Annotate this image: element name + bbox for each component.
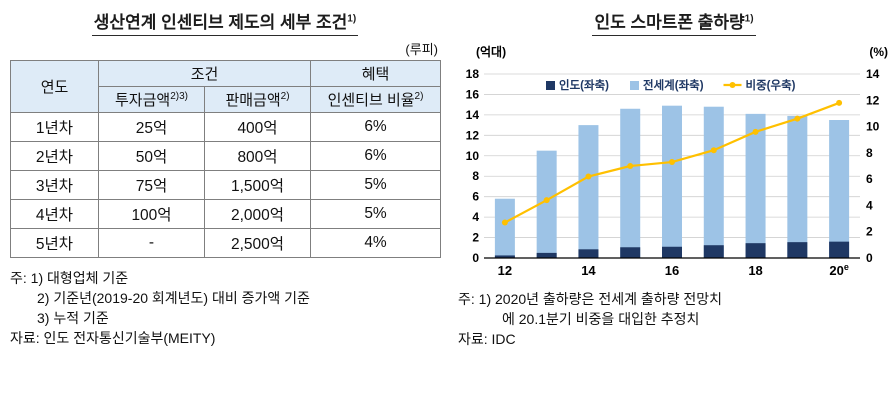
svg-text:10: 10 [866,120,880,134]
svg-text:인도(좌축): 인도(좌축) [559,78,609,92]
cell-investment: 75억 [98,170,205,200]
footnote-line: 2) 기준년(2019-20 회계년도) 대비 증가액 기준 [37,289,310,306]
cell-year: 1년차 [10,112,99,142]
table-header: 연도 조건 혜택 투자금액2)3) 판매금액2) 인센티브 비율2) [10,60,442,113]
incentive-table-panel: 생산연계 인센티브 제도의 세부 조건1) (루피) 연도 조건 혜택 투자금액… [10,8,442,349]
svg-text:4: 4 [866,198,873,212]
table-title-footnote-marker: 1) [347,13,357,25]
cell-rate: 4% [310,228,442,258]
footnote-line: 주: 1) 2020년 출하량은 전세계 출하량 전망치 [458,291,723,307]
svg-text:(%): (%) [869,45,888,59]
svg-text:12: 12 [466,128,480,142]
cell-sales: 2,500억 [203,228,312,258]
svg-text:20e: 20e [829,262,848,278]
table-header-row-2: 투자금액2)3) 판매금액2) 인센티브 비율2) [11,86,442,113]
smartphone-chart-panel: 인도 스마트폰 출하량1) 0 2 4 6 8 10 12 14 16 18 0 2 4 6 8 10 12 14… [458,8,890,350]
cell-sales: 2,000억 [203,199,312,229]
svg-text:0: 0 [472,251,479,265]
table-row: 3년차 75억 1,500억 5% [10,170,442,200]
cell-rate: 6% [310,141,442,171]
chart-title-footnote-marker: 1) [744,13,754,25]
svg-text:14: 14 [466,108,480,122]
cell-rate: 6% [310,112,442,142]
col-header-investment-footnote: 2)3) [170,91,188,102]
table-title-underline: 생산연계 인센티브 제도의 세부 조건1) [91,8,359,36]
chart-footnotes: 주: 1) 2020년 출하량은 전세계 출하량 전망치 에 20.1분기 비중… [458,290,890,350]
cell-investment: 25억 [98,112,205,142]
svg-text:18: 18 [748,263,762,278]
cell-investment: 100억 [98,199,205,229]
col-header-investment: 투자금액2)3) [98,86,205,113]
svg-text:6: 6 [472,190,479,204]
svg-text:2: 2 [472,231,479,245]
table-row: 2년차 50억 800억 6% [10,141,442,171]
cell-sales: 400억 [203,112,312,142]
svg-text:14: 14 [581,263,596,278]
svg-text:0: 0 [866,251,873,265]
col-header-sales: 판매금액2) [203,86,312,113]
chart-title-underline: 인도 스마트폰 출하량1) [592,8,756,36]
cell-sales: 800억 [203,141,312,171]
table-row: 5년차 - 2,500억 4% [10,228,442,258]
col-header-investment-text: 투자금액 [115,92,171,109]
col-header-sales-footnote: 2) [280,91,290,102]
svg-text:4: 4 [472,210,479,224]
col-header-year: 연도 [10,60,99,113]
svg-text:전세계(좌축): 전세계(좌축) [643,78,704,92]
table-unit-label: (루피) [405,42,438,57]
svg-text:16: 16 [466,87,480,101]
cell-year: 2년차 [10,141,99,171]
cell-rate: 5% [310,170,442,200]
footnote-line: 주: 1) 대형업체 기준 [10,270,129,286]
col-header-benefit: 혜택 [310,60,442,87]
cell-investment: - [98,228,205,258]
chart-title-text: 인도 스마트폰 출하량 [594,13,745,32]
svg-text:8: 8 [866,146,873,160]
table-row: 1년차 25억 400억 6% [10,112,442,142]
table-header-row-1: 연도 조건 혜택 [10,60,442,113]
cell-year: 3년차 [10,170,99,200]
svg-text:12: 12 [498,263,512,278]
cell-rate: 5% [310,199,442,229]
source-line: 자료: IDC [458,330,516,347]
col-header-sales-text: 판매금액 [225,92,281,109]
footnote-line: 3) 누적 기준 [37,309,109,326]
svg-text:10: 10 [466,149,480,163]
svg-text:14: 14 [866,67,880,81]
svg-text:16: 16 [665,263,679,278]
cell-year: 5년차 [10,228,99,258]
footnote-line: 에 20.1분기 비중을 대입한 추정치 [502,310,700,327]
cell-sales: 1,500억 [203,170,312,200]
table-title-text: 생산연계 인센티브 제도의 세부 조건 [93,13,348,32]
svg-text:2: 2 [866,225,873,239]
table-body: 1년차 25억 400억 6% 2년차 50억 800억 6% 3년차 75억 … [10,112,442,258]
svg-text:12: 12 [866,93,880,107]
svg-text:(억대): (억대) [476,45,506,59]
cell-year: 4년차 [10,199,99,229]
smartphone-shipments-chart: 0 2 4 6 8 10 12 14 16 18 0 2 4 6 8 10 12 14 (억대) (%) 12 14 16 1… [466,45,888,278]
chart-title: 인도 스마트폰 출하량1) [458,8,890,36]
table-footnotes: 주: 1) 대형업체 기준 2) 기준년(2019-20 회계년도) 대비 증가… [10,269,440,349]
col-header-incentive-rate: 인센티브 비율2) [310,86,442,113]
table-title: 생산연계 인센티브 제도의 세부 조건1) [10,8,440,36]
col-header-condition: 조건 [97,60,312,87]
svg-text:비중(우축): 비중(우축) [746,78,796,92]
table-row: 4년차 100억 2,000억 5% [10,199,442,229]
source-line: 자료: 인도 전자통신기술부(MEITY) [10,329,216,346]
svg-text:8: 8 [472,169,479,183]
cell-investment: 50억 [98,141,205,171]
incentive-conditions-table: 연도 조건 혜택 투자금액2)3) 판매금액2) 인센티브 비율2) 1년차 2… [10,60,442,258]
col-header-incentive-text: 인센티브 비율 [327,92,415,109]
svg-text:6: 6 [866,172,873,186]
col-header-incentive-footnote: 2) [414,91,424,102]
svg-text:18: 18 [466,67,480,81]
